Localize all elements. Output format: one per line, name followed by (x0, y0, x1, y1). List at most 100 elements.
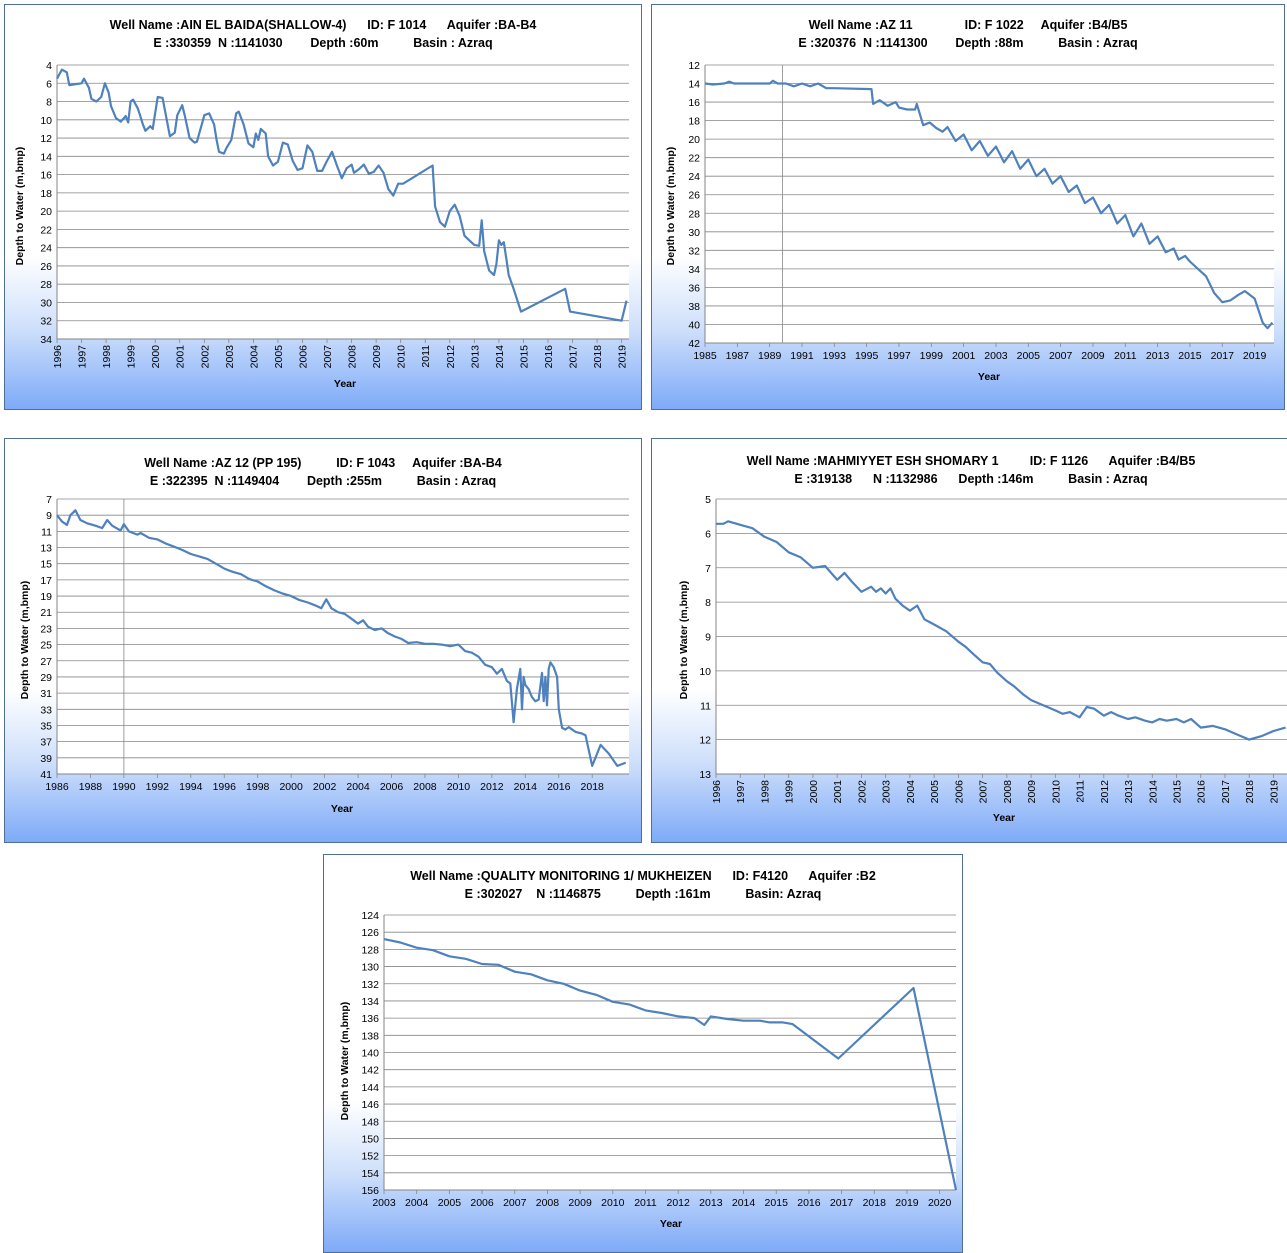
x-tick-label: 1994 (179, 781, 203, 793)
x-tick-label: 2002 (313, 781, 337, 793)
y-tick-label: 126 (361, 927, 379, 939)
y-tick-label: 22 (40, 224, 52, 236)
x-axis-label: Year (992, 812, 1016, 824)
x-tick-label: 2010 (396, 345, 408, 369)
chart-panel-az-12: Well Name :AZ 12 (PP 195) ID: F 1043 Aqu… (4, 438, 642, 843)
x-tick-label: 2000 (279, 781, 303, 793)
x-tick-label: 1997 (77, 345, 89, 369)
y-tick-label: 34 (688, 264, 700, 276)
x-tick-label: 1999 (920, 350, 944, 362)
x-tick-label: 1998 (101, 345, 113, 369)
y-tick-label: 150 (361, 1133, 379, 1145)
x-tick-label: 2016 (797, 1197, 821, 1209)
x-tick-label: 2008 (536, 1197, 560, 1209)
x-tick-label: 1998 (246, 781, 270, 793)
y-tick-label: 5 (705, 494, 711, 506)
chart-panel-ain-el-baida: Well Name :AIN EL BAIDA(SHALLOW-4) ID: F… (4, 4, 642, 410)
x-tick-label: 1985 (693, 350, 717, 362)
series-line (56, 68, 628, 322)
y-tick-label: 38 (688, 301, 700, 313)
chart-title-line1: Well Name :AZ 12 (PP 195) ID: F 1043 Aqu… (144, 456, 502, 470)
chart-title-line2: E :302027 N :1146875 Depth :161m Basin: … (464, 887, 822, 901)
chart-svg: 124 126 128 130 132 134 136 138 140 142 144 146 148 1… (361, 910, 958, 1209)
x-tick-label: 2015 (765, 1197, 789, 1209)
y-tick-label: 10 (699, 666, 711, 678)
x-tick-label: 1999 (126, 345, 138, 369)
x-tick-label: 1997 (887, 350, 911, 362)
plot-area (57, 499, 629, 774)
x-tick-label: 2019 (895, 1197, 919, 1209)
y-tick-label: 40 (688, 319, 700, 331)
y-tick-label: 26 (40, 261, 52, 273)
x-tick-label: 2010 (601, 1197, 625, 1209)
x-tick-label: 2008 (413, 781, 437, 793)
y-tick-label: 17 (40, 575, 52, 587)
y-axis-label: Depth to Water (m,bmp) (19, 580, 31, 700)
chart-panel-mukheizen: Well Name :QUALITY MONITORING 1/ MUKHEIZ… (323, 854, 963, 1253)
chart-title-line2: E :319138 N :1132986 Depth :146m Basin :… (794, 472, 1148, 486)
x-tick-label: 2008 (347, 345, 359, 369)
x-tick-label: 2003 (372, 1197, 396, 1209)
chart-title-line1: Well Name :QUALITY MONITORING 1/ MUKHEIZ… (410, 869, 876, 883)
y-tick-label: 7 (705, 563, 711, 575)
y-tick-label: 9 (705, 632, 711, 644)
y-tick-label: 14 (40, 151, 52, 163)
y-tick-label: 11 (700, 700, 711, 712)
y-tick-label: 30 (688, 227, 700, 239)
y-tick-label: 29 (40, 672, 52, 684)
y-tick-label: 142 (361, 1065, 379, 1077)
x-tick-label: 2013 (1123, 780, 1135, 804)
y-tick-label: 30 (40, 297, 52, 309)
x-tick-label: 1996 (52, 345, 64, 369)
x-tick-label: 2012 (480, 781, 504, 793)
y-tick-label: 7 (46, 494, 52, 506)
x-tick-label: 2019 (617, 345, 629, 369)
chart-panel-az-11: Well Name :AZ 11 ID: F 1022 Aquifer :B4/… (651, 4, 1285, 410)
y-tick-label: 19 (40, 591, 52, 603)
x-tick-label: 2003 (224, 345, 236, 369)
chart-title-line2: E :330359 N :1141030 Depth :60m Basin : … (153, 36, 493, 50)
x-tick-label: 2001 (832, 780, 844, 804)
y-tick-label: 28 (40, 279, 52, 291)
y-tick-label: 24 (40, 243, 52, 255)
y-tick-label: 146 (361, 1099, 379, 1111)
x-tick-label: 2016 (1196, 780, 1208, 804)
x-tick-label: 2007 (978, 780, 990, 804)
x-tick-label: 2001 (175, 345, 187, 369)
x-tick-label: 1996 (711, 780, 723, 804)
x-tick-label: 2016 (543, 345, 555, 369)
y-tick-label: 13 (40, 543, 52, 555)
x-tick-label: 2004 (905, 780, 917, 804)
x-tick-label: 2014 (1147, 780, 1159, 804)
x-tick-label: 2017 (1211, 350, 1235, 362)
x-tick-label: 2003 (984, 350, 1008, 362)
x-tick-label: 2017 (1220, 780, 1232, 804)
x-tick-label: 2018 (581, 781, 605, 793)
x-tick-label: 2005 (1017, 350, 1041, 362)
y-tick-label: 144 (361, 1082, 379, 1094)
x-tick-label: 2019 (1268, 780, 1280, 804)
x-tick-label: 2015 (1172, 780, 1184, 804)
y-tick-label: 24 (688, 171, 700, 183)
chart-panel-mahmiyyet: Well Name :MAHMIYYET ESH SHOMARY 1 ID: F… (651, 438, 1287, 843)
y-tick-label: 34 (40, 334, 52, 346)
x-axis-label: Year (977, 371, 1001, 383)
x-tick-label: 2009 (1026, 780, 1038, 804)
x-tick-label: 1991 (790, 350, 814, 362)
chart-title-line1: Well Name :AZ 11 ID: F 1022 Aquifer :B4/… (808, 18, 1128, 32)
y-tick-label: 12 (699, 735, 711, 747)
x-tick-label: 2018 (592, 345, 604, 369)
y-tick-label: 31 (40, 688, 52, 700)
y-tick-label: 18 (40, 188, 52, 200)
x-tick-label: 2000 (150, 345, 162, 369)
x-tick-label: 1989 (758, 350, 782, 362)
x-tick-label: 2017 (568, 345, 580, 369)
x-tick-label: 1987 (726, 350, 750, 362)
y-tick-label: 138 (361, 1030, 379, 1042)
x-tick-label: 1988 (79, 781, 103, 793)
x-tick-label: 2002 (199, 345, 211, 369)
y-tick-label: 37 (40, 737, 52, 749)
x-tick-label: 2008 (1002, 780, 1014, 804)
